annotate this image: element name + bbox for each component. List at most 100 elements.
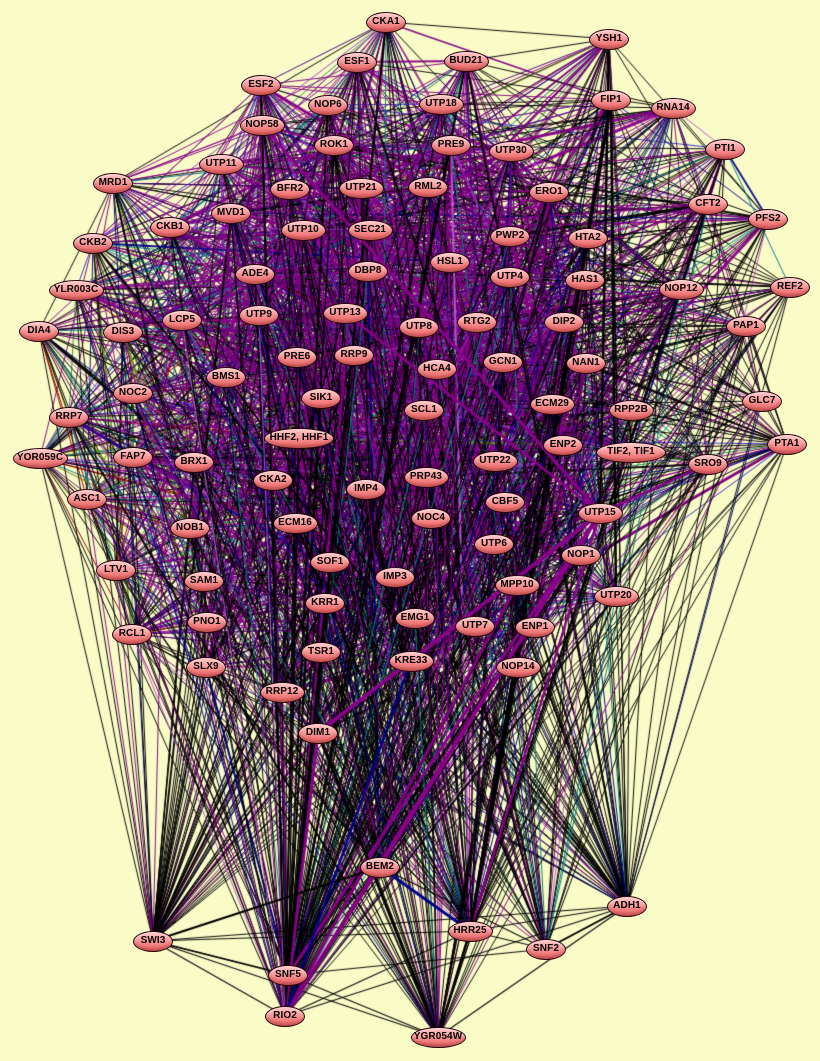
graph-node[interactable]: CBF5 bbox=[485, 491, 525, 513]
graph-node[interactable]: SRO9 bbox=[688, 453, 728, 475]
graph-node[interactable]: BRX1 bbox=[174, 451, 214, 473]
graph-node[interactable]: PNO1 bbox=[187, 611, 227, 633]
graph-node[interactable]: NOP14 bbox=[495, 656, 541, 678]
graph-node[interactable]: ADE4 bbox=[235, 263, 275, 285]
graph-node[interactable]: IMP4 bbox=[346, 478, 386, 500]
graph-node[interactable]: SNF5 bbox=[268, 964, 308, 986]
graph-node[interactable]: TSR1 bbox=[301, 641, 341, 663]
graph-node[interactable]: ASC1 bbox=[67, 488, 107, 510]
graph-node[interactable]: SEC21 bbox=[347, 219, 393, 241]
graph-node[interactable]: PFS2 bbox=[748, 208, 788, 230]
graph-node[interactable]: PTA1 bbox=[767, 433, 807, 455]
graph-node[interactable]: GLC7 bbox=[742, 390, 782, 412]
graph-node[interactable]: CFT2 bbox=[688, 193, 728, 215]
graph-node[interactable]: KRE33 bbox=[388, 650, 434, 672]
graph-node[interactable]: UTP11 bbox=[198, 153, 244, 175]
graph-node[interactable]: RCL1 bbox=[112, 623, 152, 645]
graph-node[interactable]: LTV1 bbox=[96, 559, 136, 581]
graph-node[interactable]: UTP7 bbox=[455, 615, 495, 637]
graph-node[interactable]: TIF2, TIF1 bbox=[596, 441, 666, 463]
graph-node[interactable]: CKB1 bbox=[150, 216, 190, 238]
graph-node[interactable]: RML2 bbox=[408, 176, 448, 198]
graph-node[interactable]: BUD21 bbox=[443, 50, 489, 72]
graph-node[interactable]: ENP2 bbox=[543, 434, 583, 456]
graph-node[interactable]: RRP12 bbox=[259, 681, 305, 703]
graph-node[interactable]: SOF1 bbox=[310, 551, 350, 573]
graph-node[interactable]: FAP7 bbox=[113, 446, 153, 468]
graph-node[interactable]: SNF2 bbox=[526, 938, 566, 960]
graph-node[interactable]: NOP6 bbox=[308, 94, 348, 116]
graph-node[interactable]: ENP1 bbox=[515, 616, 555, 638]
graph-node[interactable]: DIP2 bbox=[544, 311, 584, 333]
graph-node[interactable]: UTP22 bbox=[472, 450, 518, 472]
graph-node[interactable]: UTP10 bbox=[280, 219, 326, 241]
graph-node[interactable]: BFR2 bbox=[270, 178, 310, 200]
graph-node[interactable]: ESF1 bbox=[337, 51, 377, 73]
graph-node[interactable]: RRP9 bbox=[334, 344, 374, 366]
graph-node[interactable]: FIP1 bbox=[591, 89, 631, 111]
graph-node[interactable]: UTP15 bbox=[577, 502, 623, 524]
graph-node[interactable]: NOP12 bbox=[658, 278, 704, 300]
graph-node[interactable]: HCA4 bbox=[417, 358, 457, 380]
graph-node[interactable]: HAS1 bbox=[565, 269, 605, 291]
graph-node[interactable]: PAP1 bbox=[726, 315, 766, 337]
graph-node[interactable]: ECM29 bbox=[529, 393, 575, 415]
graph-node[interactable]: ECM16 bbox=[272, 512, 318, 534]
graph-node[interactable]: UTP9 bbox=[239, 304, 279, 326]
graph-node[interactable]: DBP8 bbox=[348, 260, 388, 282]
graph-node[interactable]: DIS3 bbox=[103, 321, 143, 343]
graph-node[interactable]: YLR003C bbox=[48, 279, 104, 301]
graph-node[interactable]: ADH1 bbox=[607, 895, 647, 917]
graph-node[interactable]: HRR25 bbox=[447, 920, 493, 942]
graph-node[interactable]: SIK1 bbox=[301, 387, 341, 409]
graph-node[interactable]: SCL1 bbox=[404, 399, 444, 421]
graph-node[interactable]: NOP58 bbox=[239, 114, 285, 136]
graph-node[interactable]: ERO1 bbox=[529, 181, 569, 203]
graph-node[interactable]: BMS1 bbox=[206, 366, 246, 388]
graph-node[interactable]: KRR1 bbox=[305, 592, 345, 614]
graph-node[interactable]: NOP1 bbox=[561, 544, 601, 566]
graph-node[interactable]: PRP43 bbox=[403, 466, 449, 488]
graph-node[interactable]: PWP2 bbox=[490, 225, 530, 247]
graph-node[interactable]: NOC4 bbox=[411, 507, 451, 529]
graph-node[interactable]: CKB2 bbox=[73, 232, 113, 254]
graph-node[interactable]: RIO2 bbox=[265, 1005, 305, 1027]
graph-node[interactable]: UTP6 bbox=[474, 533, 514, 555]
graph-node[interactable]: ROK1 bbox=[314, 134, 354, 156]
graph-node[interactable]: UTP18 bbox=[418, 93, 464, 115]
graph-node[interactable]: SLX9 bbox=[186, 656, 226, 678]
graph-node[interactable]: YGR054W bbox=[410, 1026, 466, 1048]
graph-node[interactable]: REF2 bbox=[770, 276, 810, 298]
graph-node[interactable]: YSH1 bbox=[589, 28, 629, 50]
graph-node[interactable]: NOC2 bbox=[113, 382, 153, 404]
graph-node[interactable]: RRP7 bbox=[49, 406, 89, 428]
graph-node[interactable]: YOR059C bbox=[12, 447, 68, 469]
graph-node[interactable]: UTP8 bbox=[399, 316, 439, 338]
graph-node[interactable]: CKA1 bbox=[366, 11, 406, 33]
graph-node[interactable]: RTG2 bbox=[457, 311, 497, 333]
graph-node[interactable]: HHF2, HHF1 bbox=[264, 427, 334, 449]
graph-node[interactable]: HSL1 bbox=[430, 251, 470, 273]
graph-node[interactable]: EMG1 bbox=[395, 607, 435, 629]
graph-node[interactable]: GCN1 bbox=[483, 351, 523, 373]
graph-node[interactable]: UTP21 bbox=[338, 177, 384, 199]
graph-node[interactable]: MPP10 bbox=[494, 574, 540, 596]
graph-node[interactable]: SAM1 bbox=[184, 570, 224, 592]
graph-node[interactable]: UTP30 bbox=[488, 140, 534, 162]
graph-node[interactable]: RPP2B bbox=[608, 399, 654, 421]
graph-node[interactable]: HTA2 bbox=[568, 227, 608, 249]
graph-node[interactable]: PTI1 bbox=[705, 138, 745, 160]
graph-node[interactable]: UTP13 bbox=[322, 302, 368, 324]
graph-node[interactable]: UTP4 bbox=[490, 266, 530, 288]
graph-node[interactable]: DIA4 bbox=[19, 320, 59, 342]
graph-node[interactable]: DIM1 bbox=[298, 722, 338, 744]
graph-node[interactable]: RNA14 bbox=[650, 97, 696, 119]
graph-node[interactable]: SWI3 bbox=[133, 930, 173, 952]
graph-node[interactable]: LCP5 bbox=[162, 309, 202, 331]
graph-node[interactable]: NOB1 bbox=[170, 517, 210, 539]
graph-node[interactable]: IMP3 bbox=[375, 566, 415, 588]
graph-node[interactable]: MVD1 bbox=[211, 202, 251, 224]
graph-node[interactable]: MRD1 bbox=[93, 172, 133, 194]
graph-node[interactable]: NAN1 bbox=[566, 352, 606, 374]
graph-node[interactable]: BEM2 bbox=[360, 856, 400, 878]
